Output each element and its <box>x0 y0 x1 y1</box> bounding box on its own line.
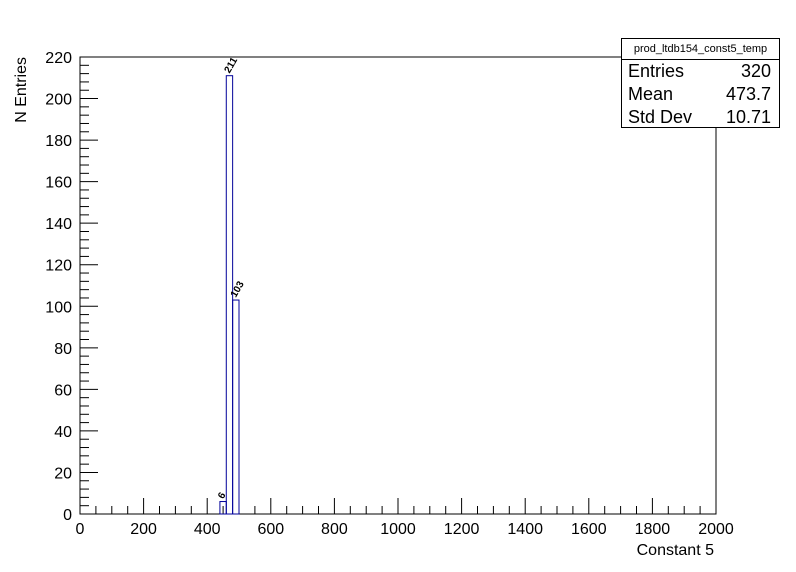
x-tick-label: 600 <box>257 521 284 538</box>
histogram-bars: 6 211 103 <box>216 55 247 515</box>
stddev-value: 10.71 <box>725 107 771 127</box>
bar-value-label: 6 <box>216 490 229 501</box>
stats-row-stddev: Std Dev 10.71 <box>622 106 779 129</box>
y-tick-label: 0 <box>63 507 72 524</box>
y-tick-label: 60 <box>54 382 72 399</box>
x-tick-label: 1000 <box>380 521 416 538</box>
x-tick-label: 200 <box>130 521 157 538</box>
x-tick-label: 1400 <box>507 521 543 538</box>
entries-label: Entries <box>628 61 685 81</box>
histogram-bar <box>225 75 234 515</box>
y-tick-label: 200 <box>45 92 72 109</box>
stddev-label: Std Dev <box>628 107 693 127</box>
x-tick-label: 0 <box>76 521 85 538</box>
y-tick-label: 140 <box>45 216 72 233</box>
axis-labels: 0 200 400 600 800 1000 1200 1400 1600 1800 2000 0 20… <box>45 50 734 538</box>
histogram-bar <box>232 299 240 515</box>
y-tick-label: 120 <box>45 258 72 275</box>
y-tick-label: 40 <box>54 424 72 441</box>
x-tick-label: 800 <box>321 521 348 538</box>
entries-value: 320 <box>740 61 771 81</box>
y-tick-label: 220 <box>45 50 72 67</box>
stats-title: prod_ltdb154_const5_temp <box>622 39 779 60</box>
x-tick-label: 400 <box>194 521 221 538</box>
y-tick-label: 80 <box>54 341 72 358</box>
stats-row-mean: Mean 473.7 <box>622 83 779 106</box>
bar-value-label: 103 <box>229 279 247 299</box>
mean-label: Mean <box>628 84 674 104</box>
x-tick-label: 1600 <box>571 521 607 538</box>
x-axis-title: Constant 5 <box>637 542 714 559</box>
y-tick-label: 20 <box>54 465 72 482</box>
x-tick-label: 1200 <box>444 521 480 538</box>
y-tick-label: 100 <box>45 299 72 316</box>
y-tick-label: 180 <box>45 133 72 150</box>
x-tick-label: 1800 <box>635 521 671 538</box>
stats-box: prod_ltdb154_const5_temp Entries 320 Mea… <box>621 38 780 128</box>
axis-ticks <box>79 56 717 515</box>
y-tick-label: 160 <box>45 175 72 192</box>
x-tick-label: 2000 <box>698 521 734 538</box>
mean-value: 473.7 <box>725 84 771 104</box>
stats-row-entries: Entries 320 <box>622 60 779 83</box>
bar-value-label: 211 <box>223 55 241 75</box>
y-axis-title: N Entries <box>13 57 30 123</box>
